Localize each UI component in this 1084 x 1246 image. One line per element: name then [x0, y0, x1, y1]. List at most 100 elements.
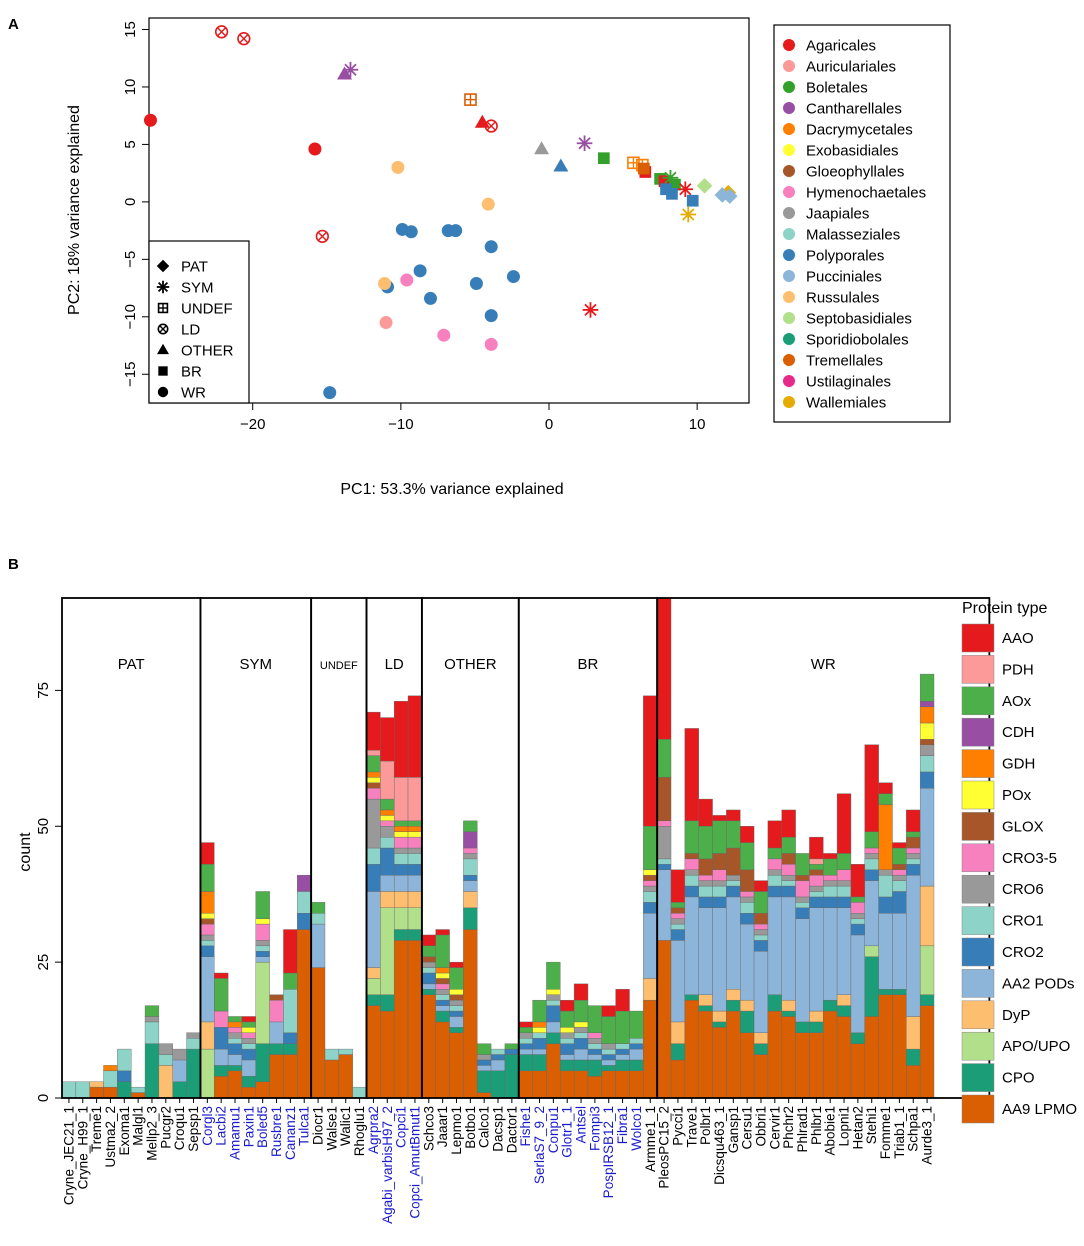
bar-segment — [449, 989, 464, 995]
bar-segment — [532, 1032, 547, 1039]
marker-circle — [506, 270, 520, 284]
stacked-bar — [864, 744, 879, 1099]
bar-segment — [214, 1010, 229, 1028]
species-label: Corgl3 — [200, 1106, 215, 1146]
bar-segment — [283, 1054, 298, 1099]
bar-segment — [823, 885, 838, 898]
species-label: Rhoglu1 — [352, 1106, 367, 1156]
protein-legend-label: CRO1 — [1002, 913, 1044, 930]
legend-order-swatch — [783, 396, 795, 408]
species-label: Exoma1 — [117, 1106, 132, 1156]
bar-segment — [546, 1005, 561, 1023]
group-label: UNDEF — [320, 660, 358, 672]
protein-legend-label: CRO6 — [1002, 881, 1044, 898]
data-point — [308, 142, 322, 156]
bar-segment — [117, 1048, 132, 1072]
species-label: Fomme1 — [878, 1106, 893, 1159]
stacked-bar — [89, 1081, 104, 1099]
stacked-bar — [172, 1048, 187, 1099]
data-point — [237, 32, 251, 46]
species-label: Walic1 — [338, 1106, 353, 1146]
marker-triangle — [553, 158, 569, 172]
bar-segment — [864, 847, 879, 854]
bar-segment — [892, 874, 907, 881]
bar-segment — [740, 1032, 755, 1099]
protein-legend-swatch — [961, 780, 995, 810]
bar-segment — [919, 701, 935, 707]
legend-order-label: Russulales — [806, 290, 879, 307]
bar-segment — [809, 864, 824, 870]
stacked-bar — [490, 1048, 506, 1099]
bar-segment — [712, 885, 727, 898]
protein-legend-swatch — [961, 937, 995, 967]
bar-segment — [712, 1027, 727, 1099]
species-label: Dicsqu463_1 — [712, 1106, 727, 1185]
bar-segment — [906, 864, 921, 876]
bar-segment — [573, 983, 589, 1001]
y-tick-label: −10 — [122, 304, 139, 329]
species-label: Aurde3_1 — [920, 1106, 935, 1165]
bar-segment — [753, 929, 769, 936]
bar-segment — [463, 929, 478, 1099]
bar-segment — [560, 1038, 575, 1044]
bar-segment — [407, 929, 423, 941]
bar-segment — [712, 896, 727, 908]
bar-segment — [227, 1027, 243, 1033]
bar-segment — [532, 1070, 547, 1099]
bar-segment — [435, 1021, 450, 1099]
bar-segment — [850, 1032, 865, 1044]
bar-segment — [850, 934, 865, 1033]
bar-segment — [380, 815, 395, 822]
bar-segment — [89, 1081, 104, 1088]
bar-segment — [352, 1086, 367, 1099]
bar-segment — [283, 972, 298, 990]
bar-segment — [255, 918, 270, 925]
bar-segment — [587, 1048, 603, 1055]
bar-segment — [227, 1054, 243, 1066]
bar-segment — [698, 798, 713, 827]
legend-order-label: Tremellales — [806, 353, 883, 370]
bar-segment — [435, 972, 450, 979]
legend-order-swatch — [783, 144, 795, 156]
bar-segment — [809, 885, 824, 892]
data-point — [669, 178, 681, 191]
stacked-bar — [131, 1086, 146, 1099]
species-label: Fishe1 — [518, 1106, 533, 1147]
bar-segment — [532, 1054, 547, 1072]
data-point — [637, 162, 650, 175]
bar-segment — [656, 597, 672, 740]
bar-segment — [864, 853, 879, 860]
bar-segment — [615, 1010, 630, 1044]
data-point — [686, 194, 699, 207]
bar-segment — [518, 1021, 533, 1028]
species-label: Lepmo1 — [449, 1106, 464, 1155]
species-label: Boled5 — [255, 1106, 270, 1148]
bar-segment — [809, 896, 824, 908]
species-label: Phlrad1 — [795, 1106, 810, 1153]
bar-segment — [463, 858, 478, 876]
bar-segment — [283, 1032, 298, 1044]
marker-square — [158, 366, 168, 376]
bar-segment — [906, 1016, 921, 1050]
bar-segment — [463, 820, 478, 832]
species-label: Agrpra2 — [366, 1106, 381, 1154]
bar-segment — [255, 961, 270, 1044]
bar-segment — [227, 1021, 243, 1028]
bar-segment — [241, 1043, 256, 1050]
bar-segment — [919, 673, 935, 702]
bar-segment — [615, 1048, 630, 1055]
bar-y-axis-label: count — [17, 832, 34, 872]
bar-segment — [823, 874, 838, 881]
bar-segment — [878, 989, 893, 995]
bar-segment — [241, 1027, 256, 1033]
bar-segment — [103, 1065, 118, 1072]
protein-legend-swatch — [961, 1094, 995, 1124]
bar-segment — [643, 913, 658, 979]
protein-legend-swatch — [961, 749, 995, 778]
bar-segment — [656, 826, 672, 860]
bar-segment — [297, 913, 312, 930]
bar-segment — [158, 1054, 173, 1066]
bar-segment — [573, 1070, 589, 1099]
bar-segment — [629, 1048, 644, 1061]
stacked-bar — [629, 1010, 644, 1099]
